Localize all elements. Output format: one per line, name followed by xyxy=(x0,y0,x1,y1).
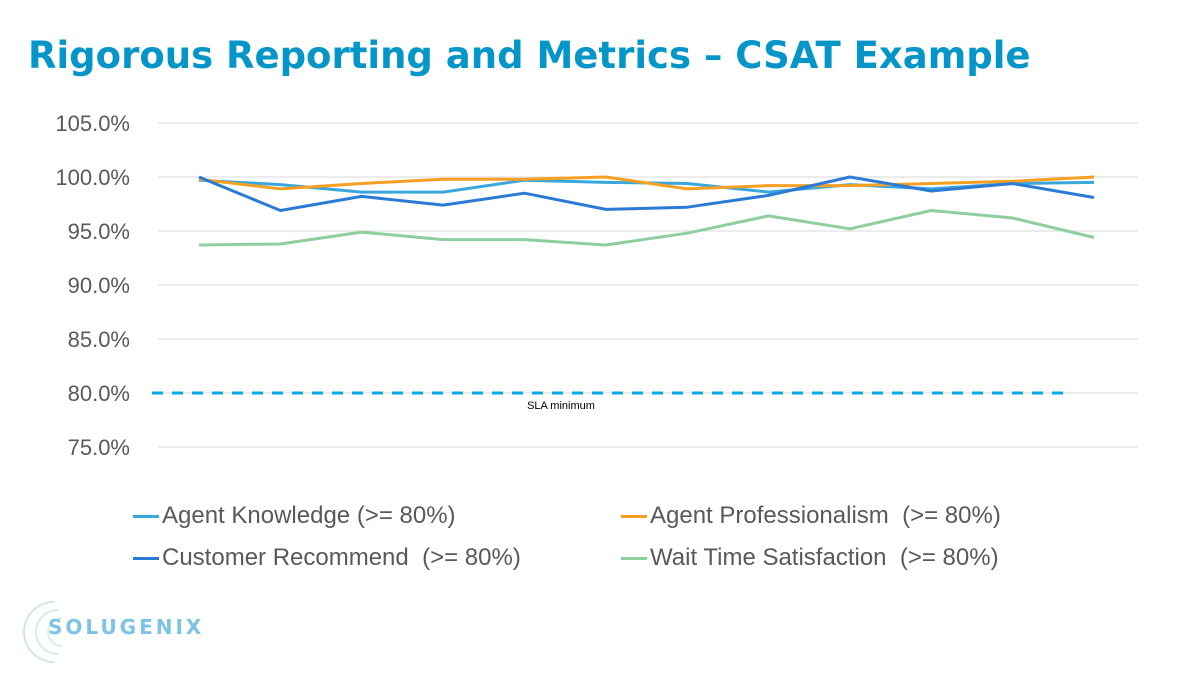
concentric-arcs-icon xyxy=(23,601,63,663)
series-lines xyxy=(198,175,1095,247)
legend-item-agent-professionalism: Agent Professionalism (>= 80%) xyxy=(621,502,1001,530)
legend-label: Agent Professionalism (>= 80%) xyxy=(650,502,1001,529)
legend-label: Customer Recommend (>= 80%) xyxy=(162,544,521,571)
y-tick-label: 100.0% xyxy=(55,165,130,190)
series-line-agent-professionalism xyxy=(198,175,1095,191)
series-line-wait-time-satisfaction xyxy=(198,209,1095,247)
legend-swatch-agent-professionalism xyxy=(621,514,647,518)
logo-text: SOLUGENIX xyxy=(48,615,205,639)
sla-minimum-label: SLA minimum xyxy=(527,400,595,412)
legend-swatch-agent-knowledge xyxy=(133,514,159,518)
legend-item-wait-time: Wait Time Satisfaction (>= 80%) xyxy=(621,544,999,572)
y-tick-label: 90.0% xyxy=(68,273,130,298)
legend-swatch-customer-recommend xyxy=(133,556,159,560)
gridlines xyxy=(158,122,1138,448)
y-axis-ticks: 105.0% 100.0% 95.0% 90.0% 85.0% 80.0% 75.0% xyxy=(55,111,130,460)
legend-label: Agent Knowledge (>= 80%) xyxy=(162,502,456,529)
y-tick-label: 95.0% xyxy=(68,219,130,244)
y-tick-label: 75.0% xyxy=(68,435,130,460)
y-tick-label: 85.0% xyxy=(68,327,130,352)
y-tick-label: 105.0% xyxy=(55,111,130,136)
series-line-customer-recommend xyxy=(198,175,1095,212)
sla-reference: SLA minimum xyxy=(152,391,1070,412)
slide-title: Rigorous Reporting and Metrics – CSAT Ex… xyxy=(28,34,1031,77)
company-logo: SOLUGENIX xyxy=(14,596,204,666)
y-tick-label: 80.0% xyxy=(68,381,130,406)
legend-swatch-wait-time xyxy=(621,556,647,560)
legend-label: Wait Time Satisfaction (>= 80%) xyxy=(650,544,999,571)
legend-item-customer-recommend: Customer Recommend (>= 80%) xyxy=(133,544,521,572)
legend-item-agent-knowledge: Agent Knowledge (>= 80%) xyxy=(133,502,456,530)
